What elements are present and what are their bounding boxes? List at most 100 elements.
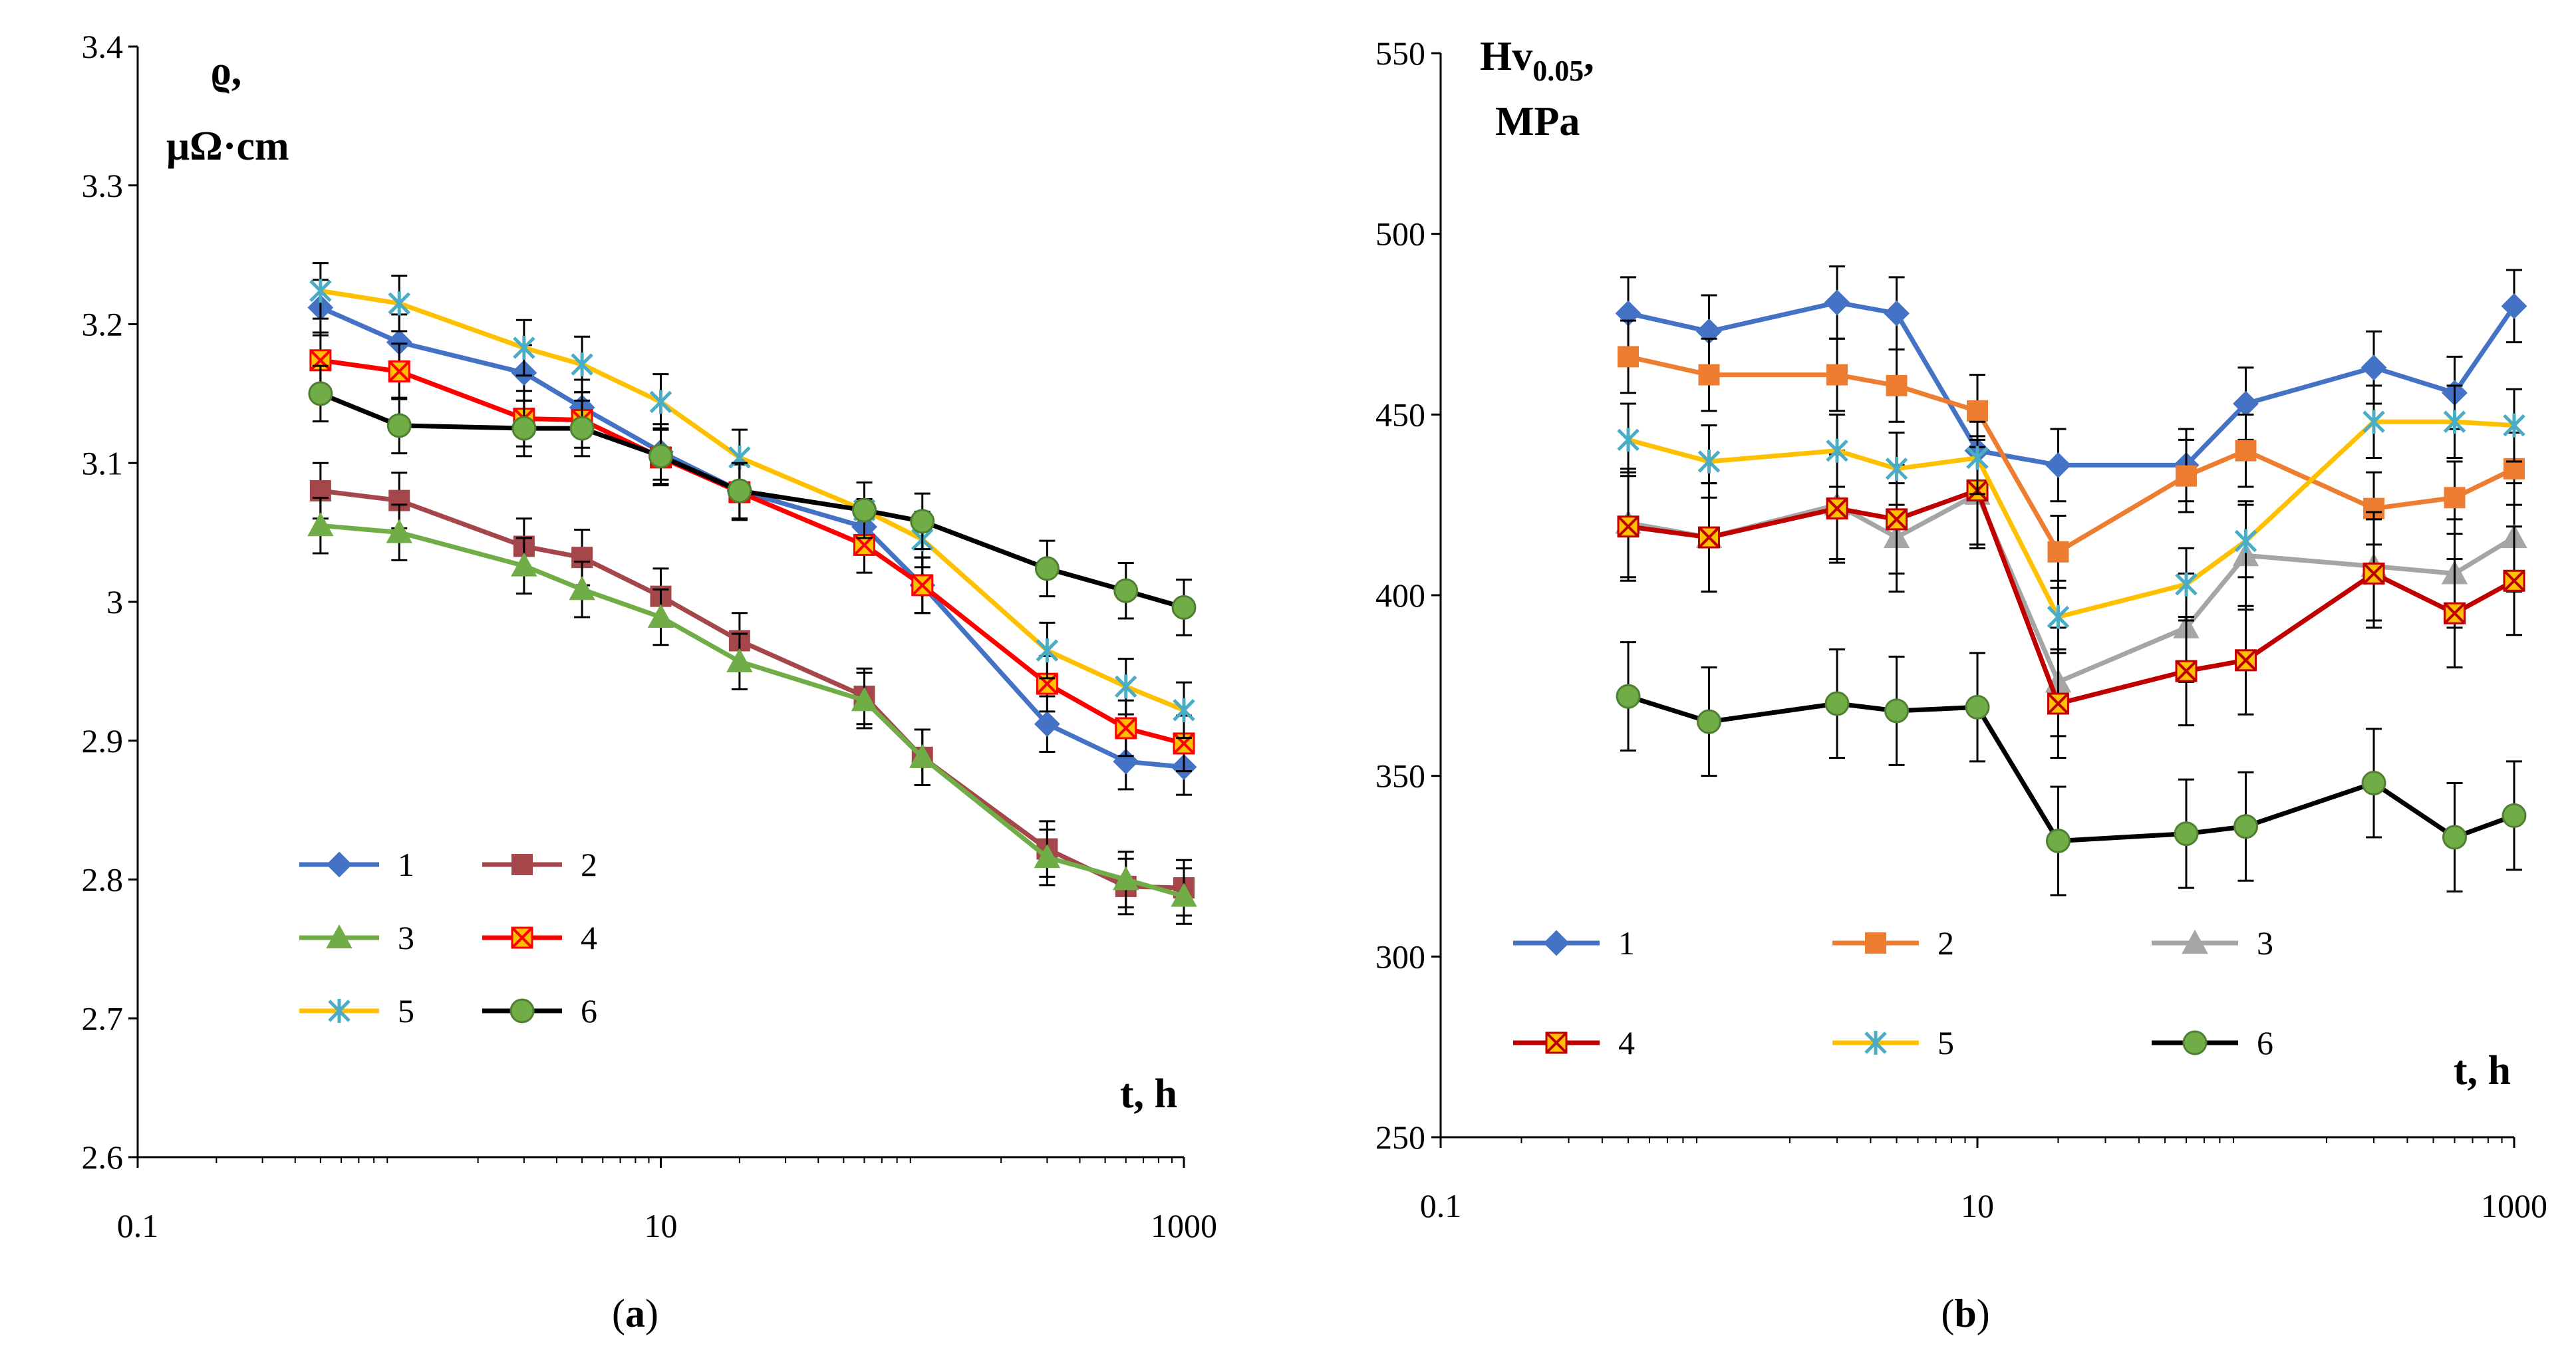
panel-a-legend-item-2: 2 [482, 846, 597, 883]
panel-b-y-tick-label: 250 [1375, 1119, 1425, 1156]
panel-b-series-6-line [1627, 694, 2515, 843]
panel-a-series-6-point [727, 478, 752, 503]
panel-b-series-5-point [2503, 413, 2525, 438]
panel-a-legend-label-2: 2 [581, 846, 597, 883]
panel-b-y-tick-label: 300 [1375, 938, 1425, 975]
panel-a-series-4-point [388, 360, 410, 382]
panel-b-series-1-point [1824, 289, 1850, 316]
panel-a-series-6-point [569, 416, 595, 441]
panel-a-series-5-point [1036, 638, 1059, 663]
panel-a-x-tick-label: 0.1 [117, 1207, 159, 1244]
panel-a-series-3-point [1113, 866, 1139, 890]
panel-b-series-4-point [1617, 515, 1640, 538]
panel-b-series-4-point [2175, 660, 2198, 682]
panel-b-legend-marker-4-cross [1545, 1031, 1568, 1054]
panel-b-x-tick-label: 0.1 [1420, 1187, 1462, 1224]
panel-a-series-6-point [511, 416, 537, 441]
panel-a-series-3-point [386, 519, 412, 543]
panel-b-x-tick-label: 10 [1961, 1187, 1994, 1224]
panel-a-series-5-point [571, 352, 593, 377]
panel-b-series-6-point [2233, 814, 2258, 839]
panel-b-series-4-point [2503, 569, 2525, 592]
panel-b-caption: (b) [1941, 1292, 1989, 1335]
panel-b-legend-marker-2 [1865, 932, 1886, 954]
panel-a-y-tick-label: 2.8 [82, 861, 124, 898]
panel-b-legend-item-5: 5 [1832, 1024, 1954, 1061]
panel-b-series-6-point [2442, 825, 2467, 850]
panel-b-legend-item-6: 6 [2152, 1024, 2273, 1061]
panel-b-series-6-point [1884, 698, 1910, 724]
panel-b-series-4-point-cross [1886, 508, 1908, 531]
panel-b-ylabel-line-1: Hv0.05, [1480, 34, 1594, 87]
panel-a-series-5-point [309, 279, 332, 303]
panel-a-series-3 [307, 496, 1197, 925]
panel-b-legend: 1 2 3 4 5 6 [1513, 924, 2273, 1061]
panel-b-series-4-point [1966, 479, 1989, 501]
panel-b-series-4-point-cross [1698, 526, 1720, 549]
panel-a-series-5-point [649, 390, 672, 414]
panel-a-caption-close: ) [645, 1292, 658, 1335]
panel-a-y-tick-label: 3 [106, 583, 123, 620]
panel-b-series-6-point [1824, 691, 1850, 716]
panel-a-legend-marker-4-cross [511, 926, 533, 949]
panel-a-legend-item-6: 6 [482, 992, 597, 1029]
panel-b-series-1-point [1884, 300, 1910, 327]
panel-a-series-6-point [648, 444, 673, 469]
panel-b-series-6 [1616, 641, 2527, 896]
panel-a-ylabel-line-2: μΩ·cm [166, 124, 289, 169]
panel-a-caption-open: ( [612, 1292, 625, 1335]
panel-a-series-6-point [852, 497, 877, 523]
panel-b-series-5-point [2175, 572, 2198, 597]
panel-a-series-6-point [1171, 595, 1197, 620]
panel-a-y-tick-label: 3.1 [82, 444, 124, 481]
panel-a-legend-marker-4 [511, 926, 533, 949]
panel-b-legend-label-1: 1 [1618, 924, 1635, 962]
panel-b-y-tick-label: 450 [1375, 396, 1425, 433]
panel-a-legend-marker-5 [328, 999, 351, 1023]
panel-a-legend-item-5: 5 [299, 992, 414, 1029]
panel-b-caption-open: ( [1941, 1292, 1954, 1335]
panel-a-series-5-point [1173, 698, 1195, 722]
panel-a-series-4-point-cross [1036, 672, 1058, 695]
panel-b-series-4-point-cross [2444, 602, 2466, 624]
panel-b-y-tick-label: 400 [1375, 577, 1425, 614]
panel-a-series-4-point [1115, 717, 1137, 740]
panel-b-series-2-point [2175, 465, 2197, 487]
panel-b-series-6-point [2045, 828, 2071, 853]
panel-b-xlabel: t, h [2454, 1048, 2511, 1093]
panel-b-legend-item-1: 1 [1513, 924, 1635, 962]
panel-b-series-4-point-cross [1617, 515, 1640, 538]
panel-b-series-1-line [1628, 300, 2516, 468]
panel-a-legend-label-1: 1 [398, 846, 414, 883]
panel-a-legend-label-4: 4 [581, 919, 597, 956]
panel-b-ylabel-line-2: MPa [1495, 99, 1580, 144]
panel-b-series-5-point [2234, 529, 2257, 553]
panel-a-legend-label-3: 3 [398, 919, 414, 956]
panel-a-series-3-point [647, 603, 674, 628]
panel-a-series-6-point [386, 413, 412, 438]
panel-a-legend: 1 2 3 4 5 6 [299, 846, 597, 1029]
panel-b-series-2-point [1886, 374, 1908, 396]
panel-a-caption-letter: a [625, 1292, 645, 1335]
panel-a-x-tick-label: 1000 [1151, 1207, 1217, 1244]
panel-b-series-4-point-cross [2235, 649, 2257, 672]
panel-a-series-4-point-cross [388, 360, 410, 382]
panel-b-legend-item-2: 2 [1832, 924, 1954, 962]
panel-b-series-5-point [1885, 456, 1908, 481]
panel-a-series-1-point [1034, 711, 1060, 738]
panel-b-series-4-point-cross [2503, 569, 2525, 592]
panel-a-series-3-point [726, 648, 753, 672]
panel-a-series-4-point-cross [309, 349, 332, 372]
panel-a-series-5-point [388, 291, 411, 316]
panel-b-series-4-point [2443, 602, 2466, 624]
panel-b-series-2-point [2047, 541, 2069, 563]
panel-b-series-5-point [2047, 605, 2070, 629]
panel-a-legend-label-5: 5 [398, 992, 414, 1029]
panel-a-series-3-point [511, 552, 537, 577]
panel-b-series-5-point [1966, 446, 1989, 470]
panel-b-series-4-point-cross [2362, 562, 2385, 585]
panel-b-y-tick-label: 500 [1375, 215, 1425, 253]
panel-b-legend-marker-4 [1545, 1031, 1568, 1054]
panel-b-legend-label-2: 2 [1937, 924, 1954, 962]
panel-b-series-1-point [2361, 354, 2387, 381]
